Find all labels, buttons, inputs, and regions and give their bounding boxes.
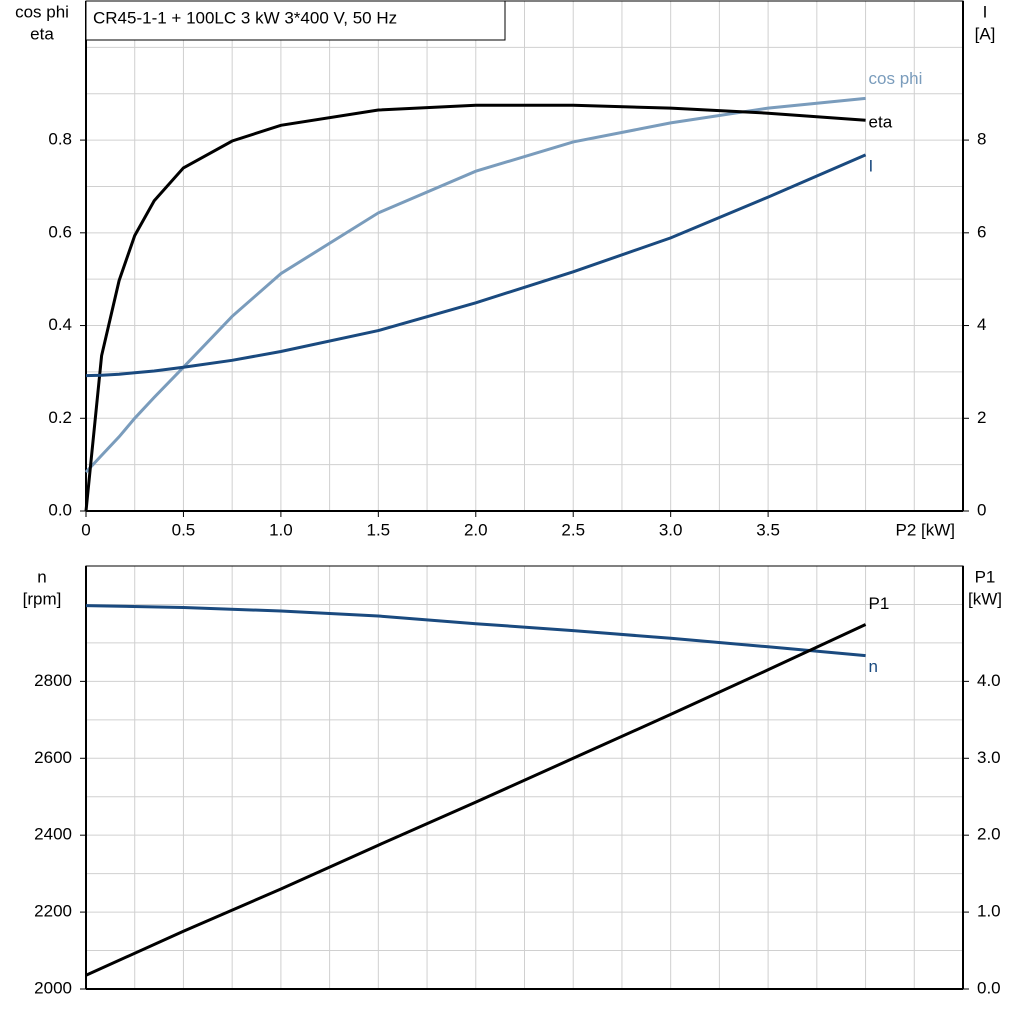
y-tick-label: 0.2 xyxy=(48,408,72,427)
series-line xyxy=(85,623,867,977)
series-line xyxy=(84,96,866,474)
x-tick-label: 0 xyxy=(81,520,90,539)
y2-tick-label: 4 xyxy=(977,315,986,334)
y2-tick-label: 3.0 xyxy=(977,748,1001,767)
y-axis-label: eta xyxy=(30,24,54,43)
y-tick-label: 0.8 xyxy=(48,130,72,149)
series-line xyxy=(85,604,866,658)
series-label: cos phi xyxy=(869,69,923,88)
y-tick-label: 2000 xyxy=(34,978,72,997)
y2-tick-label: 4.0 xyxy=(977,671,1001,690)
y2-axis-label: I xyxy=(983,2,988,21)
x-axis-label: P2 [kW] xyxy=(895,520,955,539)
series-line xyxy=(85,153,867,378)
series-label: n xyxy=(869,657,878,676)
chart-title: CR45-1-1 + 100LC 3 kW 3*400 V, 50 Hz xyxy=(93,8,397,27)
y2-tick-label: 6 xyxy=(977,222,986,241)
y-tick-label: 2400 xyxy=(34,825,72,844)
y-tick-label: 0.0 xyxy=(48,500,72,519)
x-tick-label: 3.0 xyxy=(659,520,683,539)
y2-tick-label: 2.0 xyxy=(977,825,1001,844)
x-tick-label: 2.5 xyxy=(561,520,585,539)
x-tick-label: 1.5 xyxy=(367,520,391,539)
series-line xyxy=(84,103,866,512)
y2-axis-label: [A] xyxy=(975,24,996,43)
y-tick-label: 0.4 xyxy=(48,315,72,334)
y-axis-label: n xyxy=(37,567,46,586)
y2-tick-label: 2 xyxy=(977,408,986,427)
y-tick-label: 2200 xyxy=(34,902,72,921)
y2-tick-label: 0.0 xyxy=(977,978,1001,997)
y2-axis-label: [kW] xyxy=(968,589,1002,608)
y-tick-label: 2800 xyxy=(34,671,72,690)
y-tick-label: 0.6 xyxy=(48,222,72,241)
title-box xyxy=(85,0,506,41)
y-axis-label: [rpm] xyxy=(23,589,62,608)
y-tick-label: 2600 xyxy=(34,748,72,767)
x-tick-label: 2.0 xyxy=(464,520,488,539)
y2-tick-label: 1.0 xyxy=(977,902,1001,921)
series-label: I xyxy=(869,156,874,175)
y-axis-label: cos phi xyxy=(15,2,69,21)
x-tick-label: 0.5 xyxy=(172,520,196,539)
y2-axis-label: P1 xyxy=(975,567,996,586)
series-label: P1 xyxy=(869,594,890,613)
x-tick-label: 1.0 xyxy=(269,520,293,539)
y2-tick-label: 8 xyxy=(977,130,986,149)
y2-tick-label: 0 xyxy=(977,500,986,519)
x-tick-label: 3.5 xyxy=(756,520,780,539)
series-label: eta xyxy=(869,113,893,132)
